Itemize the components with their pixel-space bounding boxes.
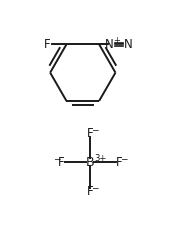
Text: B: B: [86, 156, 95, 169]
Text: F: F: [116, 156, 123, 169]
Text: N: N: [124, 38, 132, 51]
Text: −: −: [91, 125, 98, 134]
Text: F: F: [87, 127, 94, 140]
Text: +: +: [114, 36, 120, 45]
Text: N: N: [105, 38, 114, 51]
Text: F: F: [44, 38, 51, 51]
Text: F: F: [58, 156, 65, 169]
Text: 3+: 3+: [95, 154, 107, 163]
Text: F: F: [87, 185, 94, 198]
Text: −: −: [91, 183, 98, 192]
Text: −: −: [54, 154, 61, 163]
Text: −: −: [120, 154, 127, 163]
